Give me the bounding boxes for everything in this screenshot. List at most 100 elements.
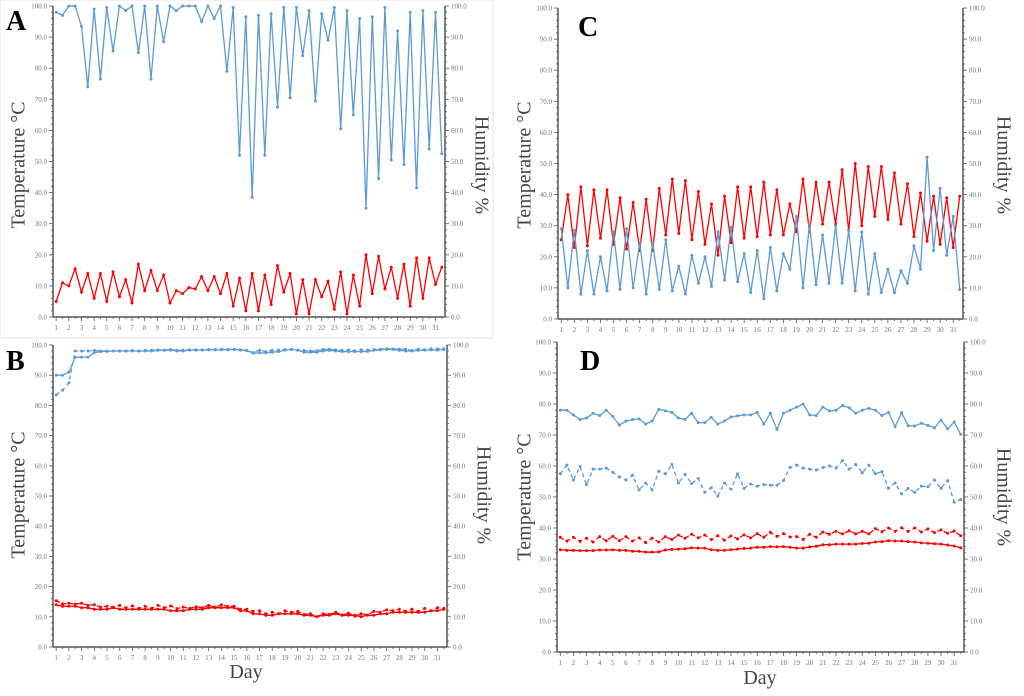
y-tick-label-left: 100.0: [31, 3, 47, 11]
y-tick-label-right: 40.0: [451, 189, 464, 197]
data-point-temperature: [663, 535, 667, 539]
x-tick-label: 5: [611, 659, 615, 667]
data-point-humidity: [302, 348, 306, 352]
x-tick-label: 30: [937, 326, 945, 334]
x-tick-label: 9: [664, 326, 668, 334]
data-point-temperature: [212, 275, 216, 279]
data-point-temperature: [256, 309, 260, 313]
data-point-temperature: [676, 533, 680, 537]
x-tick-label: 17: [767, 326, 775, 334]
x-tick-label: 17: [767, 659, 775, 667]
data-point-humidity: [345, 9, 349, 13]
data-point-temperature: [435, 609, 439, 613]
data-point-temperature: [396, 296, 400, 300]
data-point-temperature: [834, 542, 838, 546]
data-point-temperature: [775, 188, 779, 192]
data-point-humidity: [912, 244, 916, 248]
data-point-humidity: [604, 408, 608, 412]
data-point-temperature: [913, 526, 917, 530]
data-point-temperature: [207, 606, 211, 610]
y-tick-label-right: 60.0: [969, 129, 982, 137]
y-tick-label-right: 60.0: [453, 462, 466, 470]
data-point-humidity: [801, 286, 805, 290]
data-point-humidity: [219, 347, 223, 351]
data-point-humidity: [193, 4, 197, 8]
data-point-humidity: [625, 227, 629, 231]
data-point-temperature: [762, 545, 766, 549]
data-point-humidity: [709, 415, 713, 419]
data-point-humidity: [644, 481, 648, 485]
data-point-temperature: [847, 529, 851, 533]
data-point-humidity: [162, 348, 166, 352]
x-tick-label: 8: [143, 654, 147, 662]
data-point-temperature: [232, 604, 236, 608]
data-point-temperature: [269, 303, 273, 307]
y-tick-label-left: 30.0: [539, 556, 552, 564]
data-point-humidity: [676, 416, 680, 420]
data-point-humidity: [277, 348, 281, 352]
data-point-humidity: [604, 466, 608, 470]
data-point-temperature: [194, 605, 198, 609]
x-tick-label: 15: [231, 654, 239, 662]
data-point-temperature: [683, 536, 687, 540]
data-point-humidity: [768, 245, 772, 249]
x-tick-label: 10: [675, 659, 683, 667]
x-tick-label: 30: [419, 324, 427, 332]
data-point-humidity: [92, 348, 96, 352]
data-point-temperature: [99, 607, 103, 611]
y-tick-label-right: 90.0: [451, 34, 464, 42]
data-point-temperature: [226, 605, 230, 609]
series-line-humidity-dashed: [55, 347, 444, 396]
data-point-humidity: [913, 490, 917, 494]
data-point-temperature: [736, 537, 740, 541]
data-point-temperature: [814, 535, 818, 539]
data-point-humidity: [873, 472, 877, 476]
data-point-humidity: [402, 163, 406, 167]
data-point-temperature: [637, 549, 641, 553]
x-tick-label: 17: [255, 324, 263, 332]
y-tick-label-left: 80.0: [540, 67, 553, 75]
data-point-temperature: [900, 526, 904, 530]
data-point-temperature: [768, 545, 772, 549]
series-line-temperature-solid: [55, 254, 443, 315]
data-point-temperature: [755, 235, 759, 239]
data-point-humidity: [854, 462, 858, 466]
data-point-temperature: [332, 307, 336, 311]
data-point-temperature: [722, 538, 726, 542]
data-point-temperature: [347, 611, 350, 615]
data-point-temperature: [315, 615, 319, 619]
data-point-temperature: [117, 295, 121, 299]
x-tick-label: 9: [156, 324, 160, 332]
x-tick-label: 4: [598, 659, 602, 667]
x-tick-label: 14: [727, 659, 735, 667]
data-point-humidity: [755, 249, 759, 253]
data-point-humidity: [366, 348, 370, 352]
data-point-temperature: [814, 180, 818, 184]
data-point-humidity: [840, 281, 844, 285]
y-tick-label-right: 90.0: [970, 370, 983, 378]
data-point-humidity: [834, 408, 838, 412]
data-point-humidity: [676, 481, 680, 485]
data-point-humidity: [258, 351, 262, 355]
data-point-humidity: [827, 281, 831, 285]
x-tick-label: 16: [754, 659, 762, 667]
data-point-temperature: [690, 546, 694, 550]
data-point-humidity: [73, 4, 77, 8]
data-point-temperature: [729, 241, 733, 245]
data-point-humidity: [181, 348, 185, 352]
y-tick-label-left: 80.0: [35, 402, 48, 410]
data-point-temperature: [749, 185, 753, 189]
x-tick-label: 10: [167, 654, 175, 662]
data-point-humidity: [690, 253, 694, 257]
data-point-temperature: [625, 247, 629, 251]
data-point-humidity: [795, 405, 799, 409]
data-point-temperature: [926, 527, 930, 531]
data-point-temperature: [592, 188, 596, 192]
data-point-humidity: [951, 214, 955, 218]
data-point-humidity: [301, 54, 305, 58]
data-point-humidity: [270, 348, 274, 352]
y-tick-label-right: 30.0: [453, 553, 466, 561]
y-tick-label-left: 20.0: [35, 583, 48, 591]
data-point-temperature: [339, 270, 343, 274]
data-point-temperature: [61, 604, 65, 608]
